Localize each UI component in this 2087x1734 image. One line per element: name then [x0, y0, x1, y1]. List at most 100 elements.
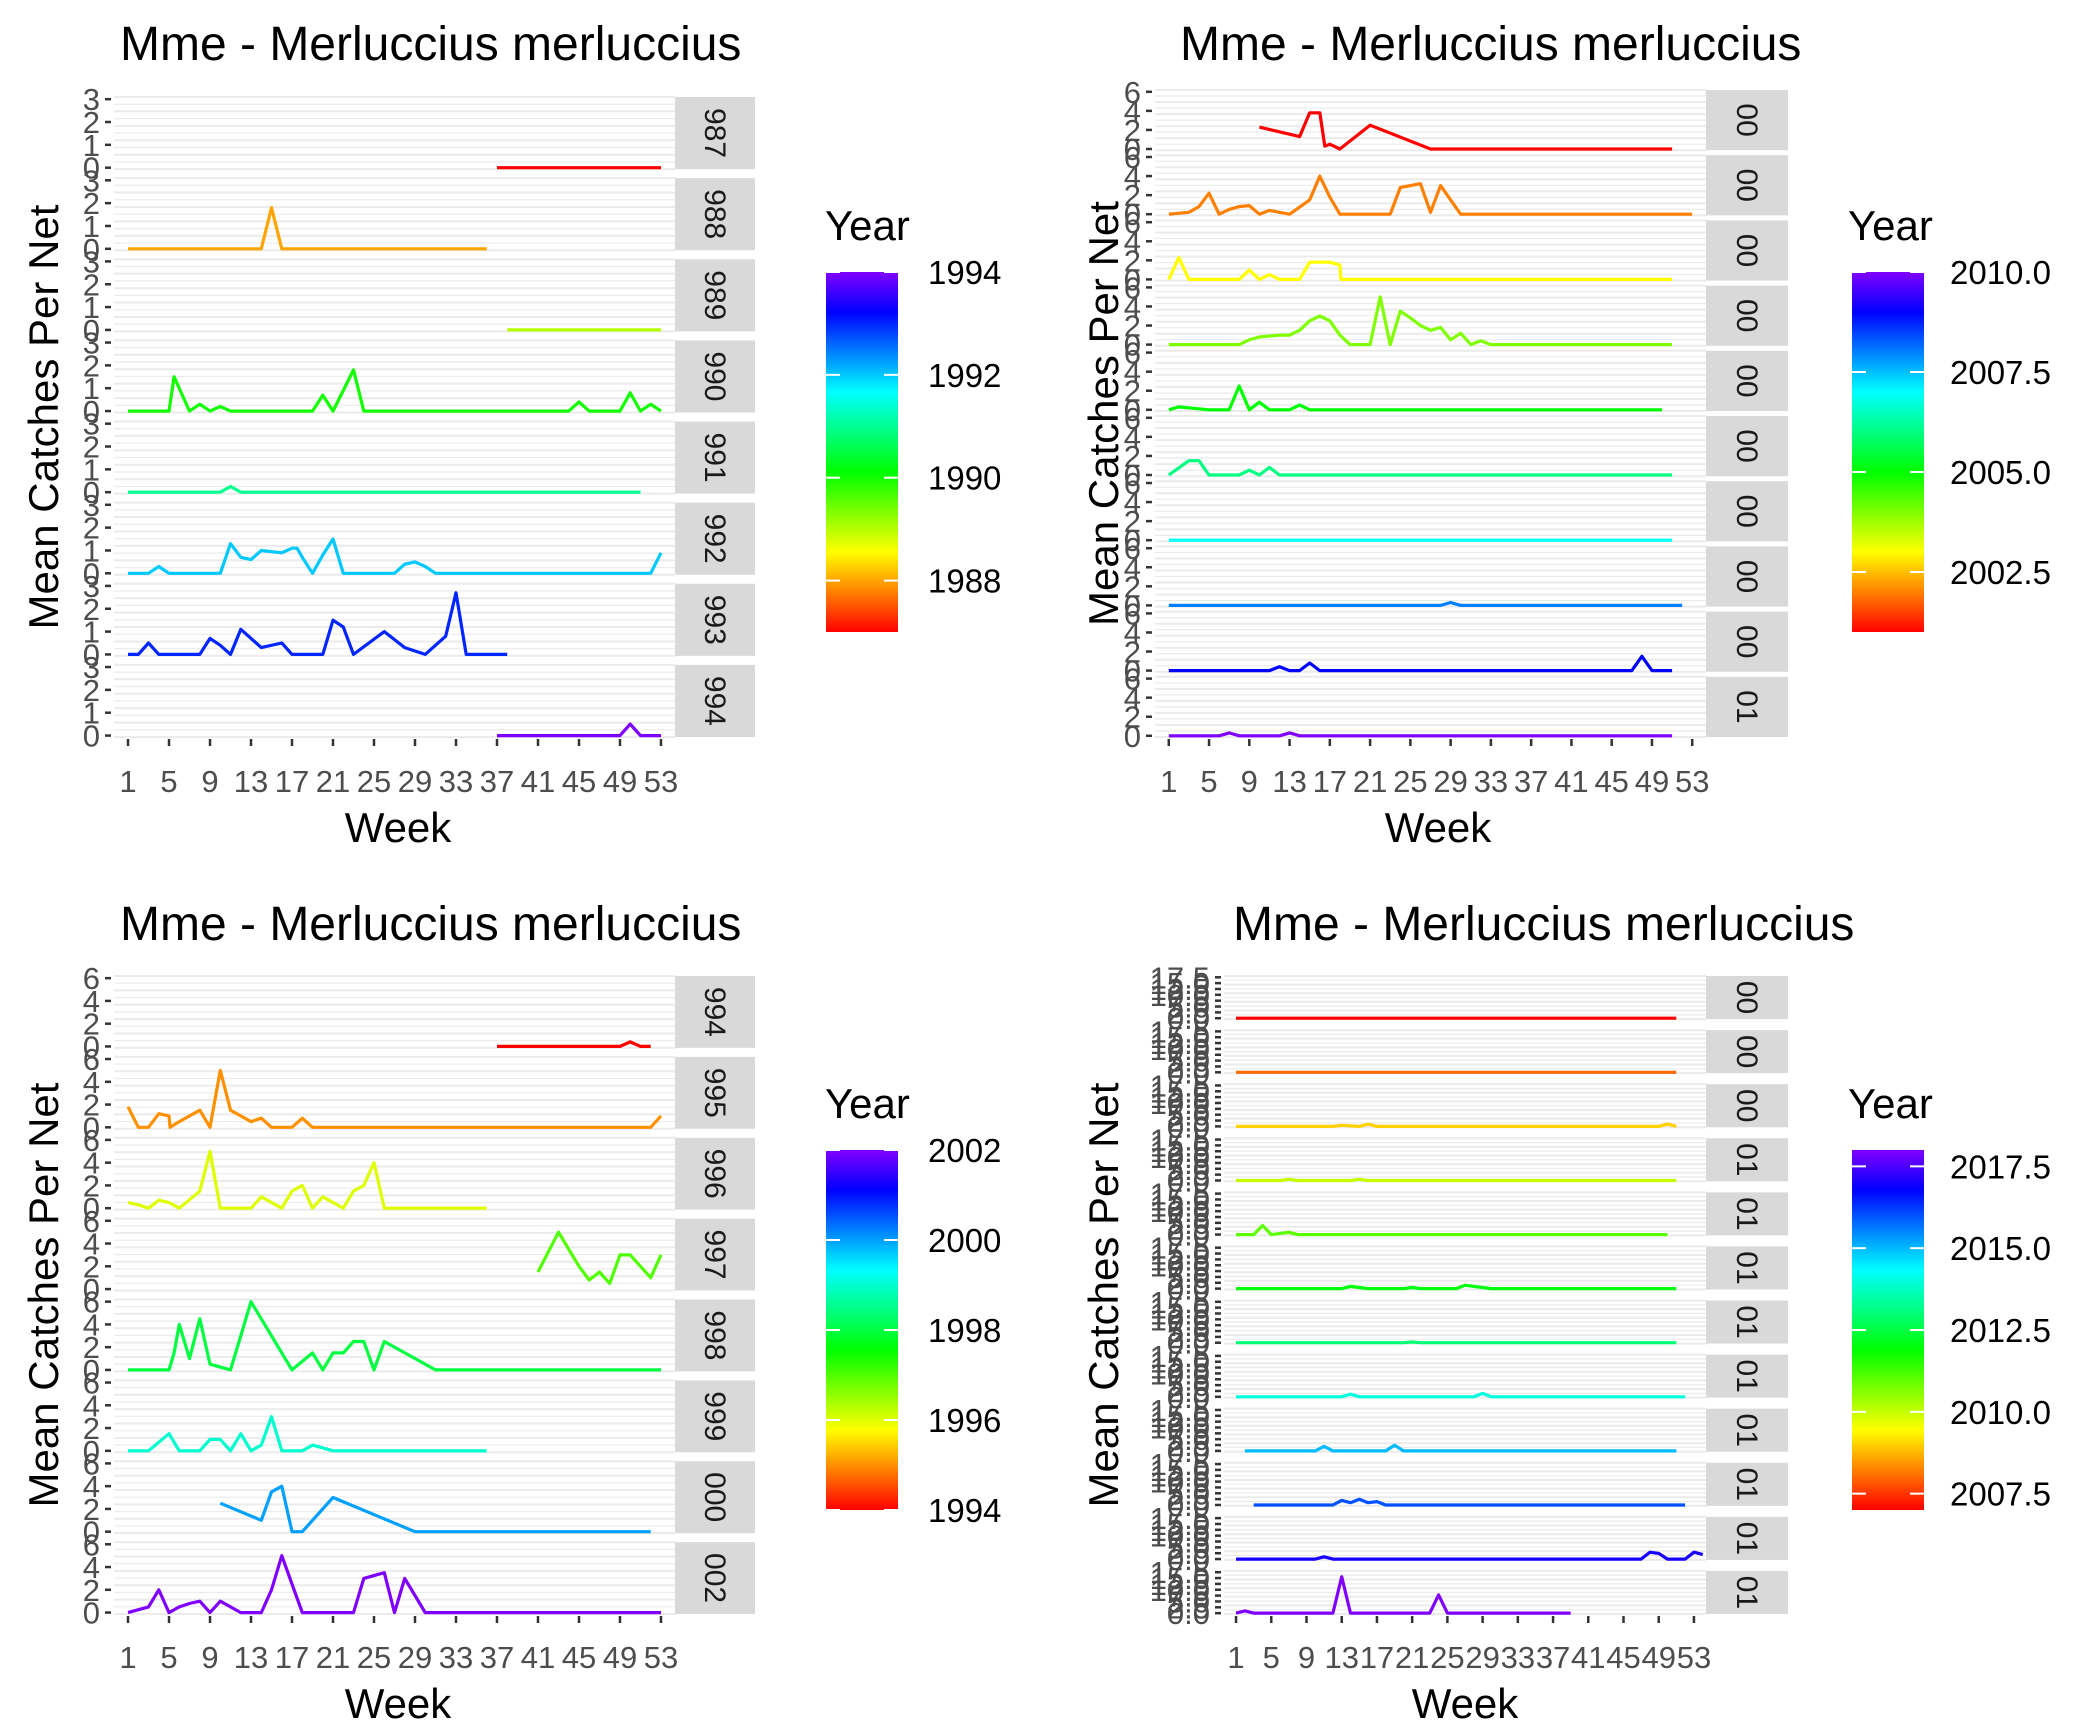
facet-strip	[1706, 1192, 1788, 1236]
y-tick-label: 17.5	[1150, 1555, 1210, 1590]
y-tick-label: 1	[83, 696, 100, 731]
legend-title: Year	[825, 202, 910, 249]
y-axis: 0.02.55.07.510.012.515.017.5	[1150, 1177, 1221, 1253]
y-tick-label: 12.5	[1150, 1134, 1210, 1169]
y-tick-label: 0	[1124, 588, 1141, 623]
legend-tick-label: 2012.5	[1950, 1312, 2051, 1349]
facet-2015: 0.02.55.07.510.012.515.017.5 01	[1150, 1393, 1788, 1469]
y-tick-label: 2	[83, 673, 100, 708]
y-tick-label: 4	[1124, 224, 1141, 259]
facet-strip	[675, 1299, 755, 1372]
x-tick-label: 41	[521, 1640, 555, 1675]
x-tick-label: 29	[1465, 1640, 1499, 1675]
series-line-1990	[128, 368, 662, 413]
y-tick-label: 15.0	[1150, 1074, 1210, 1109]
facet-strip	[675, 1137, 755, 1210]
facet-strip	[1706, 1408, 1788, 1452]
facet-strip	[1706, 676, 1788, 737]
y-tick-label: 6	[1124, 75, 1141, 110]
y-tick-label: 6	[1124, 662, 1141, 697]
series-line-2014	[1236, 1391, 1686, 1399]
x-tick-label: 1	[119, 1640, 136, 1675]
y-tick-label: 0	[83, 1434, 100, 1469]
y-tick-label: 12.5	[1150, 1296, 1210, 1331]
facet-strip-label: 991	[698, 433, 731, 483]
y-tick-label: 2	[1124, 569, 1141, 604]
facet-2014: 0.02.55.07.510.012.515.017.5 01	[1150, 1339, 1788, 1415]
y-tick-label: 2	[83, 1007, 100, 1042]
y-tick-label: 17.5	[1150, 1447, 1210, 1482]
facet-strip-label: 00	[1730, 1089, 1763, 1122]
y-tick-label: 2.5	[1167, 1590, 1210, 1625]
y-tick-label: 1	[83, 615, 100, 650]
facet-2017: 0.02.55.07.510.012.515.017.5 01	[1150, 1501, 1788, 1577]
y-tick-label: 10.0	[1150, 1411, 1210, 1446]
y-tick-label: 3	[83, 244, 100, 279]
y-tick-label: 12.5	[1150, 1567, 1210, 1602]
y-tick-label: 12.5	[1150, 1459, 1210, 1494]
series-line-2009	[1236, 1122, 1677, 1128]
y-tick-label: 0	[1124, 654, 1141, 689]
y-tick-label: 0	[83, 556, 100, 591]
facet-strip	[675, 340, 755, 413]
facet-strip	[1706, 1030, 1788, 1074]
y-tick-label: 17.5	[1150, 1177, 1210, 1212]
facet-strip-label: 992	[698, 514, 731, 564]
x-tick-label: 45	[1606, 1640, 1640, 1675]
y-tick-label: 5.0	[1167, 1260, 1210, 1295]
y-tick-label: 2	[1124, 113, 1141, 148]
y-tick-label: 0.0	[1167, 1488, 1210, 1523]
y-tick-label: 2.5	[1167, 1104, 1210, 1139]
chart-title: Mme - Merluccius merluccius	[120, 898, 741, 951]
y-tick-label: 3	[83, 650, 100, 685]
x-tick-label: 25	[1393, 764, 1427, 799]
facet-strip	[1706, 285, 1788, 346]
y-tick-label: 0	[83, 1110, 100, 1145]
x-tick-label: 9	[1298, 1640, 1315, 1675]
facet-strip	[675, 97, 755, 170]
legend-tick-label: 1994	[928, 254, 1001, 291]
legend: Year 2007.5 2010.0 2012.5 2015.0 2017.5	[1848, 1080, 2051, 1513]
legend-tick-label: 1990	[928, 460, 1001, 497]
y-tick-label: 17.5	[1150, 1339, 1210, 1374]
y-axis-title: Mean Catches Per Net	[20, 204, 67, 629]
x-tick-label: 5	[160, 764, 177, 799]
series-line-1999	[128, 1415, 487, 1453]
y-tick-label: 12.5	[1150, 1188, 1210, 1223]
facet-strip-label: 00	[1730, 495, 1763, 528]
y-tick-label: 7.5	[1167, 1200, 1210, 1235]
y-tick-label: 0.0	[1167, 1055, 1210, 1090]
y-tick-label: 6	[1124, 531, 1141, 566]
y-tick-label: 6	[1124, 466, 1141, 501]
y-tick-label: 5.0	[1167, 1476, 1210, 1511]
y-tick-label: 6	[83, 1204, 100, 1239]
legend-tick-label: 2002.5	[1950, 554, 2051, 591]
series-line-2002	[127, 1554, 661, 1615]
facet-strip-label: 994	[698, 676, 731, 726]
y-tick-label: 0	[1124, 523, 1141, 558]
y-tick-label: 4	[1124, 681, 1141, 716]
x-tick-label: 9	[201, 764, 218, 799]
y-tick-label: 15.0	[1150, 1020, 1210, 1055]
y-axis: 0.02.55.07.510.012.515.017.5	[1150, 1231, 1221, 1307]
facet-strip	[1706, 481, 1788, 542]
x-tick-label: 49	[603, 1640, 637, 1675]
y-tick-label: 0	[83, 719, 100, 754]
y-tick-label: 1	[83, 128, 100, 163]
x-axis-title: Week	[345, 804, 453, 851]
facet-strip-label: 01	[1730, 1522, 1763, 1555]
y-tick-label: 7.5	[1167, 1470, 1210, 1505]
y-tick-label: 2	[83, 1168, 100, 1203]
legend-tick-label: 1992	[928, 357, 1001, 394]
